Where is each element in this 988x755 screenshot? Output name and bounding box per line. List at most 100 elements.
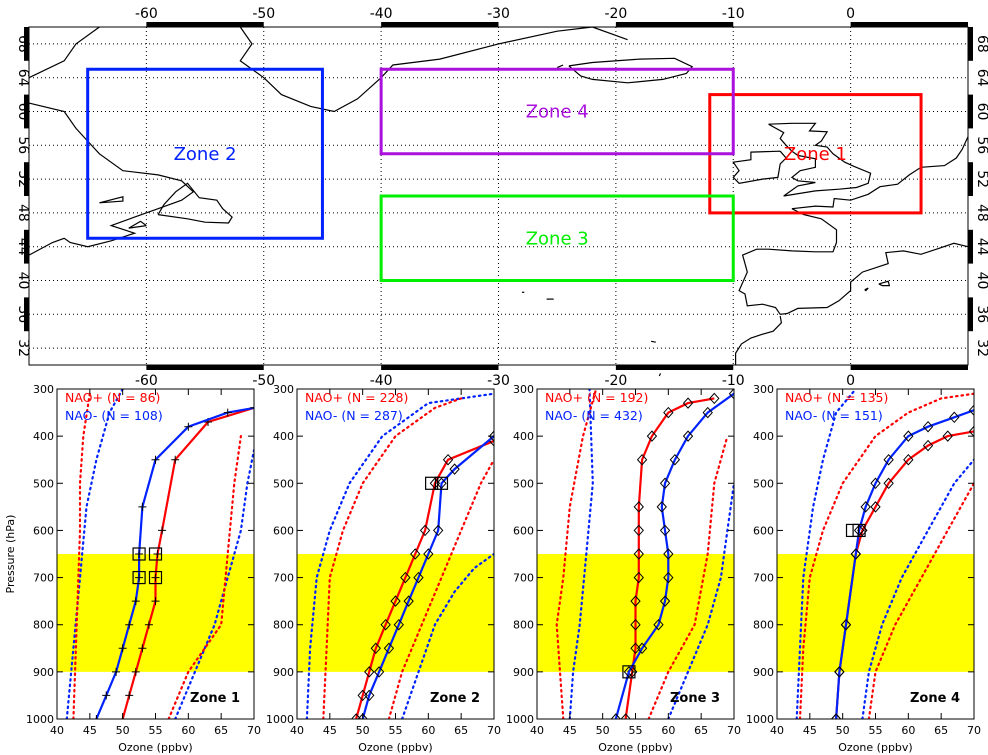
map-y-tick-label-left: 36 (15, 305, 31, 323)
dotted-envelope (861, 458, 974, 719)
x-tick-label: 45 (803, 724, 817, 737)
diamond-marker (633, 501, 644, 513)
map-y-tick-label-left: 40 (15, 272, 31, 290)
profile-panel: 40 45 50 55 60 65 70 300 400 500 600 700 800 900 1000 N… (266, 383, 501, 754)
panel-lines (65, 389, 254, 719)
map-y-tick-label-right: 68 (974, 35, 988, 53)
map-y-tick-label-right: 52 (974, 170, 988, 188)
map-frame-segment (24, 27, 29, 61)
y-tick-label: 500 (753, 477, 774, 490)
plus-marker (125, 620, 134, 629)
coastline (734, 315, 783, 365)
diamond-marker (449, 463, 460, 475)
x-tick-label: 55 (389, 724, 403, 737)
map-frame-ticks (24, 22, 973, 370)
square-marker (148, 570, 163, 585)
diamond-marker (860, 501, 871, 513)
diamond-marker (830, 713, 842, 719)
map-frame-segment (24, 162, 29, 196)
panel-zone-label: Zone 2 (430, 691, 480, 706)
plus-marker (151, 597, 160, 606)
coastline (28, 102, 195, 256)
y-tick-label: 1000 (746, 713, 774, 726)
diamond-marker (659, 595, 671, 607)
diamond-marker (410, 548, 421, 560)
map-tick-labels: -60 -60 -50 -50 -40 -40 -30 -30 -20 -20 -10 -10 0 0 32… (15, 6, 988, 389)
diamond-marker (682, 430, 694, 442)
diamond-marker (403, 595, 414, 607)
panel-lines (305, 392, 494, 719)
diamond-marker (659, 477, 671, 490)
diamond-marker (488, 430, 494, 442)
diamond-marker (620, 713, 631, 719)
coastline (791, 136, 969, 210)
panel-lines (555, 389, 734, 719)
map-frame-segment (24, 94, 29, 129)
x-tick-label: 60 (661, 724, 675, 737)
diamond-marker (922, 420, 934, 433)
x-tick-label: 45 (563, 724, 577, 737)
dotted-envelope (798, 392, 974, 719)
dotted-envelope (667, 482, 734, 719)
diamond-marker (922, 439, 934, 452)
x-axis-label: Ozone (ppbv) (598, 741, 672, 754)
profile-panel: 40 45 50 55 60 65 70 300 400 500 600 700 800 900 1000 N… (26, 383, 261, 754)
diamond-marker (400, 571, 411, 584)
nao-minus-mean-line (614, 392, 734, 719)
diamond-marker (870, 477, 881, 490)
dotted-envelope (72, 392, 91, 719)
coastline (732, 150, 787, 184)
coastline (738, 208, 969, 315)
zone-box (379, 67, 735, 156)
dotted-envelope (867, 482, 974, 719)
diamond-marker (653, 618, 664, 631)
map-frame-segment (850, 22, 968, 27)
y-tick-label: 1000 (26, 713, 54, 726)
plus-marker (135, 550, 144, 558)
x-tick-label: 50 (116, 724, 130, 737)
x-tick-label: 45 (323, 724, 337, 737)
diamond-marker (903, 453, 914, 466)
map-x-tick-label-bottom: -50 (252, 373, 275, 389)
x-tick-label: 65 (934, 724, 948, 737)
plus-marker (138, 644, 147, 653)
diamond-marker (669, 453, 681, 466)
dotted-envelope (65, 389, 124, 719)
y-tick-label: 700 (33, 572, 54, 585)
diamond-marker (636, 642, 648, 655)
y-tick-label: 600 (273, 524, 294, 537)
map-y-tick-label-left: 32 (15, 339, 31, 357)
highlight-band (777, 554, 974, 672)
y-tick-label: 1000 (506, 713, 534, 726)
y-tick-label: 600 (33, 524, 54, 537)
nao-minus-mean-line-markers (610, 389, 734, 719)
diamond-marker (709, 392, 720, 405)
panel-lines (795, 389, 974, 719)
y-tick-label: 600 (513, 524, 534, 537)
map-x-tick-label-bottom: 0 (846, 373, 855, 389)
coastline (568, 57, 694, 84)
diamond-marker (883, 477, 894, 490)
zone-map: -60 -60 -50 -50 -40 -40 -30 -30 -20 -20 -10 -10 0 0 32… (15, 6, 988, 389)
diamond-marker (364, 689, 375, 702)
zone-label: Zone 4 (526, 102, 589, 123)
map-x-tick-label-top: -50 (252, 6, 275, 22)
map-frame-segment (615, 365, 734, 370)
plus-marker (112, 667, 121, 676)
nao-plus-label: NAO+ (N = 135) (785, 390, 888, 405)
diamond-marker (633, 571, 644, 584)
x-axis-label: Ozone (ppbv) (118, 741, 192, 754)
diamond-marker (834, 666, 845, 678)
plus-marker (102, 691, 111, 700)
diamond-marker (682, 397, 694, 409)
nao-minus-label: NAO- (N = 151) (785, 408, 883, 423)
zone-label: Zone 1 (784, 144, 847, 165)
x-tick-label: 60 (901, 724, 915, 737)
map-x-tick-label-top: -10 (722, 6, 745, 22)
x-tick-label: 55 (629, 724, 643, 737)
plus-marker (250, 403, 254, 412)
profile-panel: 40 45 50 55 60 65 70 300 400 500 600 700 800 900 1000 N… (746, 383, 981, 754)
x-tick-label: 65 (214, 724, 228, 737)
x-tick-label: 70 (967, 724, 981, 737)
